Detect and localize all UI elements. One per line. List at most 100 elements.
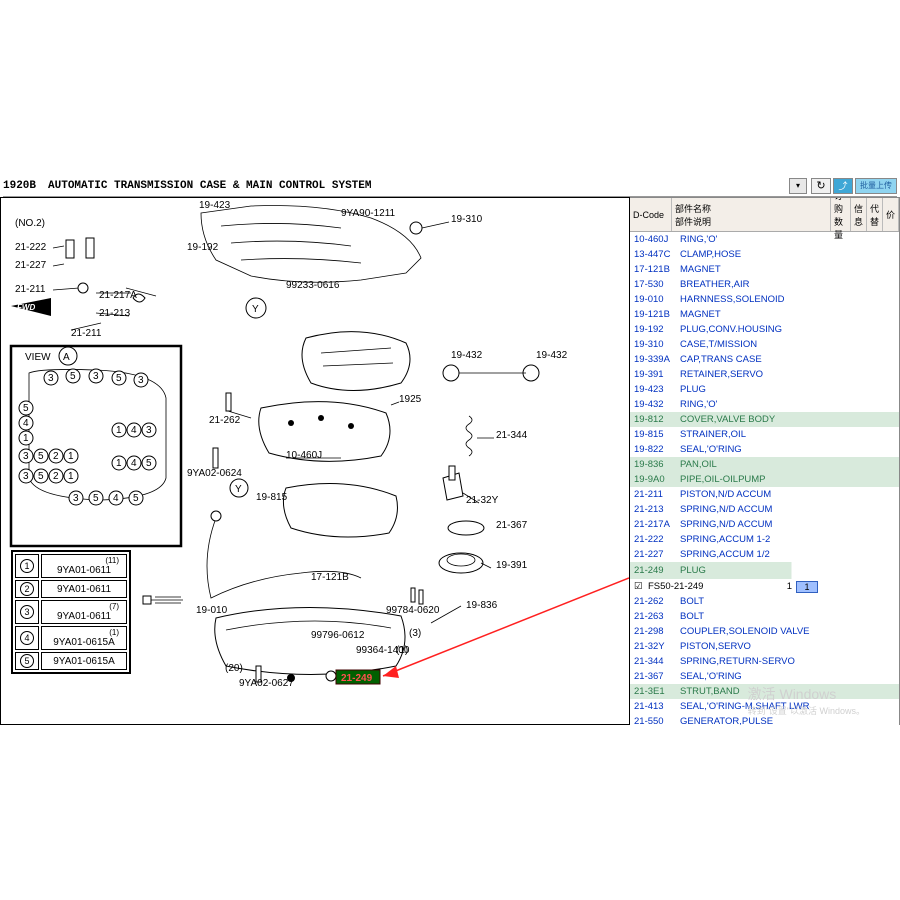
svg-text:3: 3: [146, 425, 152, 436]
parts-row[interactable]: 19-423PLUG: [630, 382, 899, 397]
parts-row[interactable]: 19-815STRAINER,OIL: [630, 427, 899, 442]
header-replace[interactable]: 代 替: [867, 198, 883, 231]
svg-text:3: 3: [23, 451, 29, 462]
parts-row[interactable]: 17-530BREATHER,AIR: [630, 277, 899, 292]
parts-row[interactable]: 21-263BOLT: [630, 609, 899, 624]
parts-row[interactable]: 19-121BMAGNET: [630, 307, 899, 322]
svg-text:4: 4: [131, 425, 137, 436]
parts-row[interactable]: 19-339ACAP,TRANS CASE: [630, 352, 899, 367]
parts-row[interactable]: 10-460JRING,'O': [630, 232, 899, 247]
header-dcode[interactable]: D-Code: [630, 198, 672, 231]
header-name[interactable]: 部件名称 部件说明: [672, 198, 831, 231]
batch-upload-button[interactable]: 批量上传: [855, 178, 897, 194]
part-name: SPRING,N/D ACCUM: [680, 504, 772, 515]
selected-part-detail: ☑FS50-21-24911: [630, 579, 899, 594]
part-name: RING,'O': [680, 399, 717, 410]
parts-row[interactable]: 21-222SPRING,ACCUM 1-2: [630, 532, 899, 547]
parts-row[interactable]: 21-344SPRING,RETURN-SERVO: [630, 654, 899, 669]
part-code: 21-413: [634, 701, 680, 712]
parts-row[interactable]: 19-432RING,'O': [630, 397, 899, 412]
part-code: 21-262: [634, 596, 680, 607]
parts-row[interactable]: 21-213SPRING,N/D ACCUM: [630, 502, 899, 517]
part-code: 19-812: [634, 414, 680, 425]
part-name: SEAL,'O'RING: [680, 671, 742, 682]
svg-text:4: 4: [131, 458, 137, 469]
parts-row[interactable]: 21-367SEAL,'O'RING: [630, 669, 899, 684]
part-name: PISTON,SERVO: [680, 641, 751, 652]
parts-row[interactable]: 21-298COUPLER,SOLENOID VALVE: [630, 624, 899, 639]
svg-text:3: 3: [138, 375, 144, 386]
diagram-label: 19-192: [187, 242, 219, 253]
sub-part-number: FS50-21-249: [648, 581, 778, 592]
parts-row[interactable]: 21-217ASPRING,N/D ACCUM: [630, 517, 899, 532]
title-dropdown[interactable]: ▾: [789, 178, 807, 194]
svg-text:FWD: FWD: [17, 303, 35, 312]
svg-text:5: 5: [38, 451, 44, 462]
diagram-label: 21-222: [15, 242, 47, 253]
part-code: 21-263: [634, 611, 680, 622]
svg-text:3: 3: [48, 373, 54, 384]
part-code: 19-391: [634, 369, 680, 380]
parts-list-pane: D-Code 部件名称 部件说明 订购 数量 信 息 代 替 价: [630, 197, 900, 725]
parts-row[interactable]: 21-3E1STRUT,BAND: [630, 684, 899, 699]
parts-row[interactable]: 19-812COVER,VALVE BODY: [630, 412, 899, 427]
refresh-icon[interactable]: ↻: [811, 178, 831, 194]
select-checkbox[interactable]: ☑: [634, 581, 648, 592]
header-qty[interactable]: 订购 数量: [831, 198, 851, 231]
part-name: MAGNET: [680, 309, 721, 320]
sub-qty: 1: [778, 581, 796, 592]
svg-text:5: 5: [93, 493, 99, 504]
header-info[interactable]: 信 息: [851, 198, 867, 231]
parts-row[interactable]: 21-249PLUG: [630, 562, 899, 579]
part-code: 21-298: [634, 626, 680, 637]
diagram-label: (1): [396, 645, 408, 656]
parts-row[interactable]: 19-310CASE,T/MISSION: [630, 337, 899, 352]
part-name: COVER,VALVE BODY: [680, 414, 775, 425]
parts-row[interactable]: 21-211PISTON,N/D ACCUM: [630, 487, 899, 502]
part-code: 19-815: [634, 429, 680, 440]
parts-row[interactable]: 19-192PLUG,CONV.HOUSING: [630, 322, 899, 337]
part-name: PLUG: [680, 384, 706, 395]
parts-row[interactable]: 21-227SPRING,ACCUM 1/2: [630, 547, 899, 562]
part-code: 21-367: [634, 671, 680, 682]
header-price[interactable]: 价: [883, 198, 899, 231]
svg-text:2: 2: [53, 471, 59, 482]
part-code: 19-339A: [634, 354, 680, 365]
parts-row[interactable]: 21-413SEAL,'O'RING-M.SHAFT LWR: [630, 699, 899, 714]
svg-text:2: 2: [53, 451, 59, 462]
svg-text:3: 3: [73, 493, 79, 504]
diagram-label: 21-227: [15, 260, 47, 271]
parts-row[interactable]: 21-32YPISTON,SERVO: [630, 639, 899, 654]
diagram-label: 19-391: [496, 560, 528, 571]
parts-row[interactable]: 17-121BMAGNET: [630, 262, 899, 277]
svg-text:5: 5: [133, 493, 139, 504]
diagram-label: 19-815: [256, 492, 288, 503]
title-code: 1920B: [3, 180, 36, 192]
svg-text:1: 1: [116, 458, 122, 469]
part-name: STRUT,BAND: [680, 686, 740, 697]
parts-row[interactable]: 19-9A0PIPE,OIL-OILPUMP: [630, 472, 899, 487]
parts-row[interactable]: 13-447CCLAMP,HOSE: [630, 247, 899, 262]
parts-row[interactable]: 19-836PAN,OIL: [630, 457, 899, 472]
svg-text:5: 5: [70, 371, 76, 382]
parts-row[interactable]: 21-550GENERATOR,PULSE: [630, 714, 899, 725]
parts-list-body[interactable]: 10-460JRING,'O'13-447CCLAMP,HOSE17-121BM…: [630, 232, 899, 725]
parts-row[interactable]: 19-391RETAINER,SERVO: [630, 367, 899, 382]
svg-text:5: 5: [23, 403, 29, 414]
parts-row[interactable]: 19-822SEAL,'O'RING: [630, 442, 899, 457]
title-bar: 1920B AUTOMATIC TRANSMISSION CASE & MAIN…: [3, 175, 897, 197]
parts-row[interactable]: 19-010HARNNESS,SOLENOID: [630, 292, 899, 307]
share-icon[interactable]: ⤴: [833, 178, 853, 194]
qty-input[interactable]: 1: [796, 581, 818, 593]
part-code: 21-222: [634, 534, 680, 545]
part-name: CASE,T/MISSION: [680, 339, 757, 350]
svg-text:Y: Y: [235, 484, 242, 495]
part-name: BOLT: [680, 596, 704, 607]
part-code: 21-344: [634, 656, 680, 667]
part-name: SPRING,ACCUM 1/2: [680, 549, 770, 560]
parts-row[interactable]: 21-262BOLT: [630, 594, 899, 609]
part-name: PLUG,CONV.HOUSING: [680, 324, 782, 335]
diagram-label: 21-211: [71, 328, 102, 339]
part-code: 17-530: [634, 279, 680, 290]
diagram-pane[interactable]: FWD Y Y 35353541352135211431453545: [0, 197, 630, 725]
